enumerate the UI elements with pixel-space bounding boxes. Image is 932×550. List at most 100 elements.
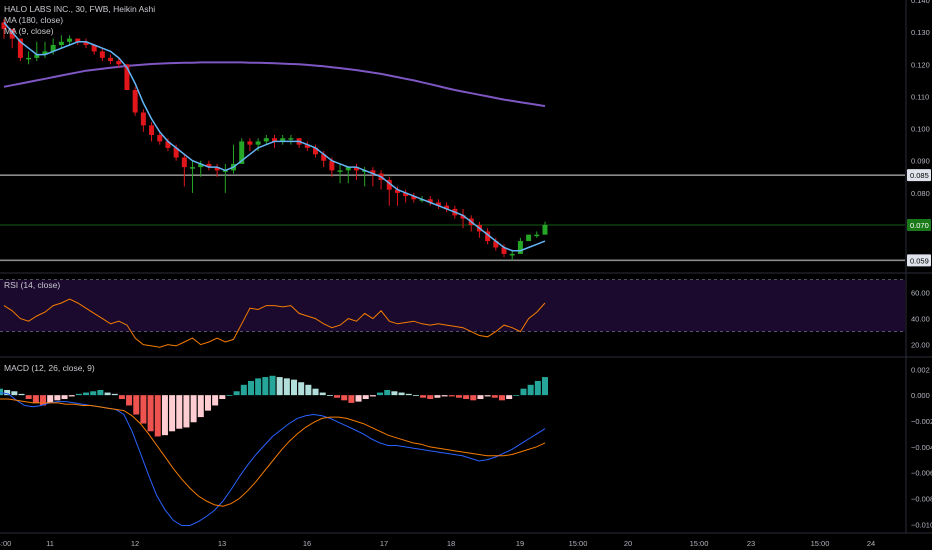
macd-histogram-bar xyxy=(212,395,219,406)
price-y-tick: 0.100 xyxy=(911,125,930,134)
macd-histogram-bar xyxy=(190,395,197,423)
rsi-legend[interactable]: RSI (14, close) xyxy=(4,280,61,290)
candle-body xyxy=(124,64,130,90)
candle-body xyxy=(501,247,507,254)
candle xyxy=(26,51,32,65)
rsi-line xyxy=(3,298,546,348)
candle xyxy=(534,231,540,238)
macd-histogram-bar xyxy=(97,389,104,396)
price-label: 0.070 xyxy=(910,221,929,230)
macd-histogram-bar xyxy=(348,395,355,403)
rsi-pane[interactable] xyxy=(0,279,905,348)
candle-body xyxy=(517,241,523,254)
macd-histogram-bar xyxy=(470,395,477,401)
candle xyxy=(108,54,114,65)
macd-histogram-bar xyxy=(140,395,147,424)
candle-body xyxy=(526,234,532,242)
macd-histogram-bar xyxy=(126,395,133,406)
macd-histogram-bar xyxy=(4,389,11,396)
macd-histogram-bar xyxy=(391,391,398,396)
candle-body xyxy=(116,61,122,65)
time-axis-label: 11 xyxy=(46,539,54,548)
candle-body xyxy=(149,125,155,135)
candle-body xyxy=(403,192,409,197)
candle xyxy=(304,141,310,152)
ma-slow-legend[interactable]: MA (180, close) xyxy=(4,15,64,25)
time-axis-label: 13 xyxy=(218,539,226,548)
candle-body xyxy=(42,51,48,55)
macd-histogram-bar xyxy=(298,382,305,396)
macd-histogram-bar xyxy=(133,395,140,415)
candle-body xyxy=(157,135,163,142)
ma-fast-legend[interactable]: MA (9, close) xyxy=(4,26,54,36)
candle xyxy=(83,38,89,49)
macd-histogram-bar xyxy=(18,393,25,396)
macd-histogram-bar xyxy=(197,395,204,418)
macd-y-tick: 0.000 xyxy=(911,391,930,400)
macd-histogram-bar xyxy=(183,395,190,428)
candle xyxy=(58,35,64,49)
macd-histogram-bar xyxy=(541,377,549,396)
candle-body xyxy=(312,147,318,155)
signal-line xyxy=(0,398,546,507)
symbol-title[interactable]: HALO LABS INC., 30, FWB, Heikin Ashi xyxy=(4,4,156,14)
candle-body xyxy=(542,225,548,235)
macd-y-tick: −0.010 xyxy=(911,520,932,529)
macd-y-tick: −0.004 xyxy=(911,443,932,452)
candle xyxy=(190,160,196,193)
candle-body xyxy=(190,167,196,169)
macd-histogram-bar xyxy=(226,395,233,396)
candle xyxy=(140,109,146,132)
candle-body xyxy=(460,215,466,219)
candle xyxy=(116,57,122,68)
macd-histogram-bar xyxy=(161,395,168,436)
macd-histogram-bar xyxy=(527,384,534,396)
candle-body xyxy=(337,170,343,172)
macd-legend[interactable]: MACD (12, 26, close, 9) xyxy=(4,363,95,373)
candle xyxy=(247,138,253,152)
macd-histogram-bar xyxy=(441,395,448,397)
price-label-box xyxy=(907,169,931,182)
macd-histogram-bar xyxy=(312,388,319,396)
candle-body xyxy=(173,147,179,158)
price-y-tick: 0.110 xyxy=(911,92,929,101)
macd-histogram-bar xyxy=(291,379,298,396)
candle-body xyxy=(99,51,105,58)
candle-body xyxy=(140,112,146,126)
candle-body xyxy=(239,141,245,164)
macd-histogram-bar xyxy=(90,391,97,396)
candle xyxy=(493,237,499,251)
rsi-y-tick: 40.00 xyxy=(911,315,930,324)
macd-histogram-bar xyxy=(405,393,412,396)
macd-histogram-bar xyxy=(255,378,262,396)
macd-histogram-bar xyxy=(427,395,434,400)
macd-histogram-bar xyxy=(75,393,82,396)
price-y-tick: 0.080 xyxy=(911,189,930,198)
candle-body xyxy=(370,170,376,174)
price-pane[interactable] xyxy=(0,19,905,262)
candle-body xyxy=(321,154,327,161)
candle xyxy=(67,35,73,45)
candle-body xyxy=(206,163,212,168)
price-label: 0.059 xyxy=(910,256,929,265)
candle-body xyxy=(509,253,515,256)
macd-histogram-bar xyxy=(534,380,541,396)
candle-body xyxy=(280,138,286,142)
macd-histogram-bar xyxy=(154,395,161,437)
candle xyxy=(435,199,441,209)
macd-histogram-bar xyxy=(25,395,32,400)
candle xyxy=(509,250,515,261)
macd-histogram-bar xyxy=(83,392,90,396)
candle xyxy=(206,160,212,171)
candle-body xyxy=(493,241,499,248)
macd-histogram-bar xyxy=(506,395,513,400)
candle-body xyxy=(247,141,253,145)
macd-pane[interactable] xyxy=(0,375,549,526)
macd-histogram-bar xyxy=(319,392,326,396)
candle-body xyxy=(345,167,351,171)
macd-histogram-bar xyxy=(68,395,75,397)
macd-histogram-bar xyxy=(54,395,61,401)
candle-body xyxy=(83,41,89,45)
